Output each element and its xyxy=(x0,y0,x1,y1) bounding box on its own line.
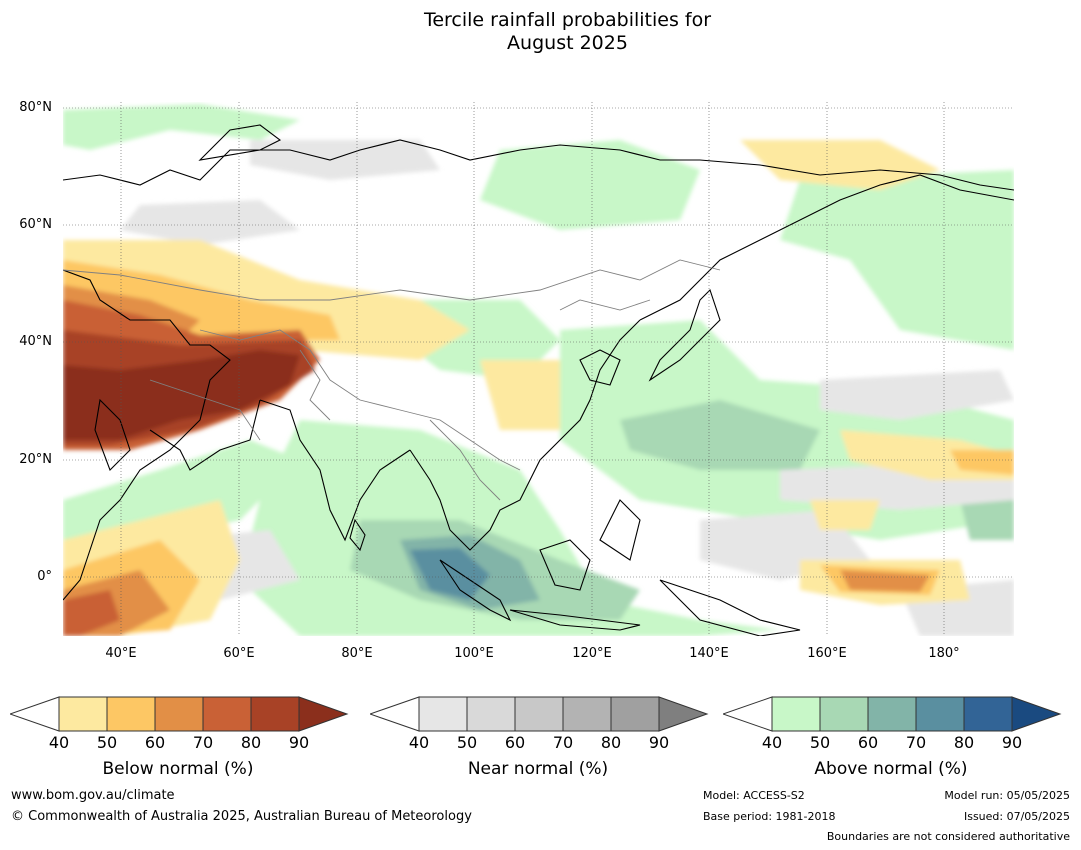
colorbar-swatch xyxy=(466,696,516,732)
colorbar-swatch xyxy=(963,696,1013,732)
colorbar-swatch xyxy=(154,696,204,732)
colorbar-swatch xyxy=(514,696,564,732)
colorbar-swatch xyxy=(610,696,660,732)
colorbar-swatch xyxy=(298,696,349,732)
lat-label: 20°N xyxy=(19,452,52,467)
lat-label: 60°N xyxy=(19,217,52,232)
below-normal-colorbar xyxy=(10,696,350,732)
colorbar-tick: 80 xyxy=(240,733,262,752)
above-normal-region xyxy=(620,400,820,470)
lon-label: 160°E xyxy=(807,646,847,661)
issued-date: Issued: 07/05/2025 xyxy=(963,810,1070,823)
above-normal-region xyxy=(410,548,490,600)
lat-label: 80°N xyxy=(19,100,52,115)
colorbar-swatch xyxy=(106,696,156,732)
colorbar-tick: 90 xyxy=(288,733,310,752)
graticule xyxy=(63,102,1014,636)
website-link[interactable]: www.bom.gov.au/climate xyxy=(11,788,175,803)
lon-label: 140°E xyxy=(689,646,729,661)
colorbar-swatch xyxy=(58,696,108,732)
base-period: Base period: 1981-2018 xyxy=(703,810,836,823)
lon-label: 120°E xyxy=(572,646,612,661)
colorbar-swatch xyxy=(658,696,709,732)
colorbar-tick: 60 xyxy=(857,733,879,752)
colorbar-tick: 70 xyxy=(552,733,574,752)
colorbar-tick: 80 xyxy=(953,733,975,752)
colorbar-tick: 70 xyxy=(905,733,927,752)
colorbar-swatch xyxy=(250,696,300,732)
colorbar-swatch xyxy=(1011,696,1062,732)
below-normal-region xyxy=(950,450,1014,475)
above-normal-colorbar-graphic xyxy=(723,696,1062,732)
below-normal-region xyxy=(840,570,930,592)
lat-label: 40°N xyxy=(19,334,52,349)
lon-label: 80°E xyxy=(341,646,373,661)
colorbar-tick: 60 xyxy=(504,733,526,752)
model-name: Model: ACCESS-S2 xyxy=(703,789,805,802)
colorbar-swatch xyxy=(867,696,917,732)
colorbar-swatch xyxy=(202,696,252,732)
colorbar-swatch xyxy=(562,696,612,732)
above-normal-colorbar xyxy=(723,696,1063,732)
above-normal-region xyxy=(480,140,700,230)
below-normal-region xyxy=(63,590,120,636)
colorbar-tick: 80 xyxy=(600,733,622,752)
near-normal-label: Near normal (%) xyxy=(467,759,609,779)
map-title: Tercile rainfall probabilities for Augus… xyxy=(0,9,1081,55)
colorbar-tick: 50 xyxy=(96,733,118,752)
probability-shading xyxy=(63,104,1014,636)
near-normal-region xyxy=(120,200,300,245)
boundaries-disclaimer: Boundaries are not considered authoritat… xyxy=(826,830,1070,843)
colorbar-tick: 70 xyxy=(192,733,214,752)
below-normal-region xyxy=(740,140,940,190)
below-normal-region xyxy=(480,360,560,430)
above-normal-label: Above normal (%) xyxy=(814,759,968,779)
near-normal-colorbar-graphic xyxy=(370,696,709,732)
colorbar-tick: 40 xyxy=(48,733,70,752)
copyright-text: © Commonwealth of Australia 2025, Austra… xyxy=(11,809,472,824)
below-normal-region xyxy=(810,500,880,530)
colorbar-swatch xyxy=(771,696,821,732)
colorbar-tick: 50 xyxy=(809,733,831,752)
colorbar-tick: 50 xyxy=(456,733,478,752)
lat-label: 0° xyxy=(37,569,52,584)
below-normal-colorbar-graphic xyxy=(10,696,349,732)
below-normal-label: Below normal (%) xyxy=(102,759,254,779)
model-run-date: Model run: 05/05/2025 xyxy=(944,789,1070,802)
near-normal-region xyxy=(820,370,1014,420)
colorbar-tick: 40 xyxy=(761,733,783,752)
map-title-line1: Tercile rainfall probabilities for xyxy=(423,9,712,31)
colorbar-tick: 90 xyxy=(1001,733,1023,752)
above-normal-region xyxy=(240,420,780,636)
lon-label: 180° xyxy=(928,646,960,661)
coastlines xyxy=(63,124,1014,636)
above-normal-region xyxy=(780,170,1014,350)
colorbar-swatch xyxy=(819,696,869,732)
above-normal-region xyxy=(63,104,300,150)
colorbar-tick: 90 xyxy=(648,733,670,752)
colorbar-tick: 40 xyxy=(408,733,430,752)
colorbar-swatch xyxy=(915,696,965,732)
country-borders xyxy=(63,259,721,501)
lon-label: 100°E xyxy=(454,646,494,661)
near-normal-colorbar xyxy=(370,696,710,732)
below-normal-region xyxy=(63,350,300,440)
near-normal-region xyxy=(250,140,440,180)
lon-label: 40°E xyxy=(105,646,137,661)
colorbar-tick: 60 xyxy=(144,733,166,752)
lon-label: 60°E xyxy=(223,646,255,661)
map-title-line2: August 2025 xyxy=(507,32,628,54)
colorbar-swatch xyxy=(418,696,468,732)
